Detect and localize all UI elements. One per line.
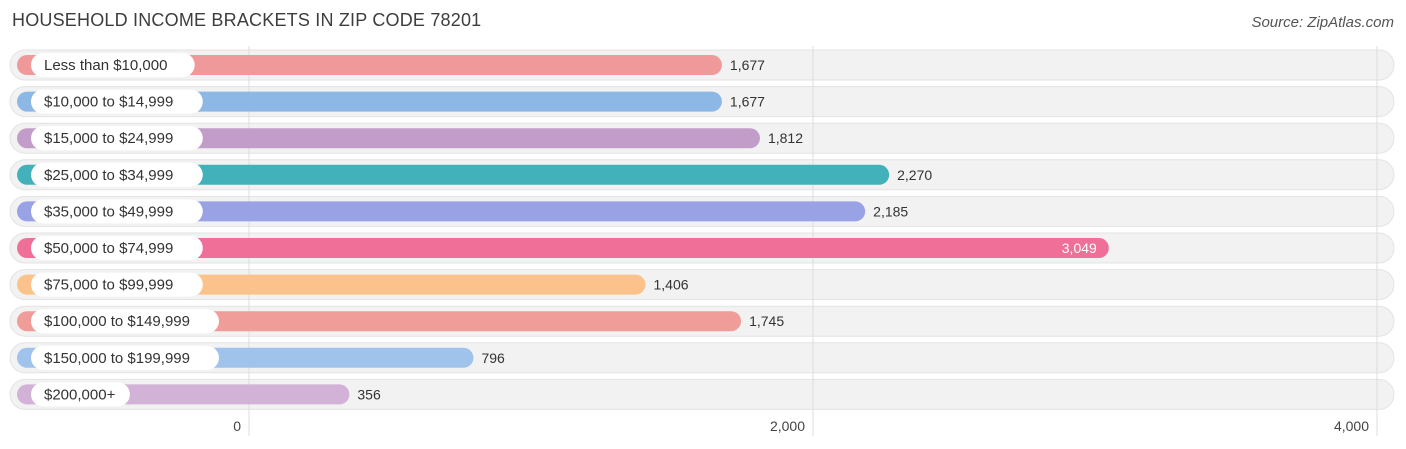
bar <box>17 238 1109 258</box>
value-label: 1,677 <box>730 57 765 73</box>
bar-label-pill <box>31 89 203 114</box>
bar-label-pill <box>31 236 203 260</box>
bar-label: $25,000 to $34,999 <box>44 167 173 184</box>
x-tick-label: 0 <box>233 418 241 434</box>
value-label: 3,049 <box>1062 240 1097 256</box>
bar-label: $50,000 to $74,999 <box>44 240 173 257</box>
x-axis-ticks: 0 2,000 4,000 <box>233 418 1369 434</box>
value-label: 2,185 <box>873 203 908 219</box>
bar-label: $75,000 to $99,999 <box>44 277 173 294</box>
chart-source: Source: ZipAtlas.com <box>1251 14 1394 31</box>
x-tick-label: 4,000 <box>1334 418 1369 434</box>
bar-label-pill <box>31 309 219 334</box>
value-label: 2,270 <box>897 167 932 183</box>
bar <box>17 201 866 222</box>
bar-label: Less than $10,000 <box>44 57 167 74</box>
x-tick-label: 2,000 <box>770 418 805 434</box>
bar-label-pill <box>31 199 203 224</box>
value-label: 796 <box>481 350 505 366</box>
bar-label: $35,000 to $49,999 <box>44 203 173 220</box>
bar <box>17 164 890 185</box>
bar-label: $200,000+ <box>44 386 116 403</box>
bar-label-pill <box>31 53 195 77</box>
bar-label: $15,000 to $24,999 <box>44 130 173 147</box>
bar-label: $100,000 to $149,999 <box>44 313 190 330</box>
bar-label-pill <box>31 345 219 370</box>
value-label: 1,812 <box>768 130 803 146</box>
value-label: 356 <box>357 386 381 402</box>
chart-title: HOUSEHOLD INCOME BRACKETS IN ZIP CODE 78… <box>12 10 482 30</box>
value-label: 1,406 <box>653 277 688 293</box>
row-background <box>9 378 1395 410</box>
bar-label-pill <box>31 126 203 151</box>
bar-label: $150,000 to $199,999 <box>44 350 190 367</box>
value-label: 1,677 <box>730 94 765 110</box>
bars-layer: Less than $10,000 1,677 $10,000 to $14,999… <box>17 53 1109 407</box>
bar <box>17 128 760 149</box>
bar-label-pill <box>31 162 203 187</box>
bar-label-pill <box>31 382 130 407</box>
bar-label-pill <box>31 272 203 297</box>
value-label: 1,745 <box>749 313 784 329</box>
bar-label: $10,000 to $14,999 <box>44 94 173 111</box>
